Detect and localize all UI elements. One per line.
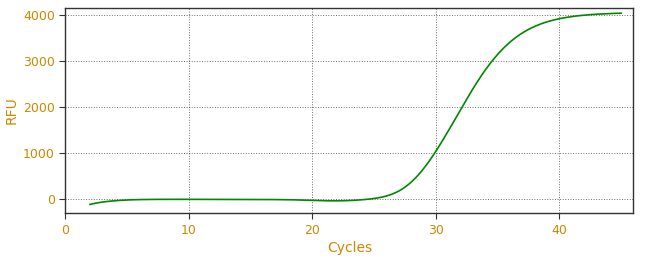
Y-axis label: RFU: RFU	[5, 97, 19, 124]
X-axis label: Cycles: Cycles	[326, 241, 372, 255]
